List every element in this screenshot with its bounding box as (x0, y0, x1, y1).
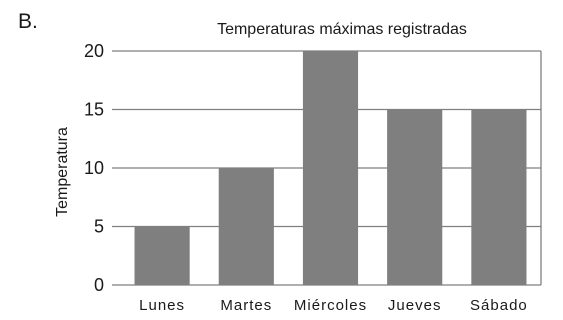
y-tick-label: 10 (84, 158, 104, 178)
x-tick-label: Miércoles (294, 297, 367, 314)
y-tick-label: 15 (84, 100, 104, 120)
x-tick-labels: Lunes Martes Miércoles Jueves Sábado (139, 297, 528, 314)
bar (471, 109, 527, 285)
y-tick-label: 0 (94, 275, 104, 295)
x-tick-label: Lunes (139, 297, 185, 314)
bar (218, 168, 274, 285)
bars (134, 51, 527, 285)
chart-title: Temperaturas máximas registradas (217, 21, 467, 38)
bar (302, 51, 359, 285)
x-tick-label: Martes (220, 297, 272, 314)
bar (387, 109, 443, 285)
y-tick-label: 5 (94, 217, 104, 237)
x-tick-label: Jueves (388, 297, 442, 314)
y-axis-label: Temperatura (54, 127, 71, 217)
panel-label: B. (18, 10, 38, 33)
y-tick-label: 20 (84, 41, 104, 61)
x-tick-label: Sábado (470, 297, 528, 314)
bar (134, 226, 190, 285)
y-tick-labels: 0 5 10 15 20 (84, 41, 104, 295)
